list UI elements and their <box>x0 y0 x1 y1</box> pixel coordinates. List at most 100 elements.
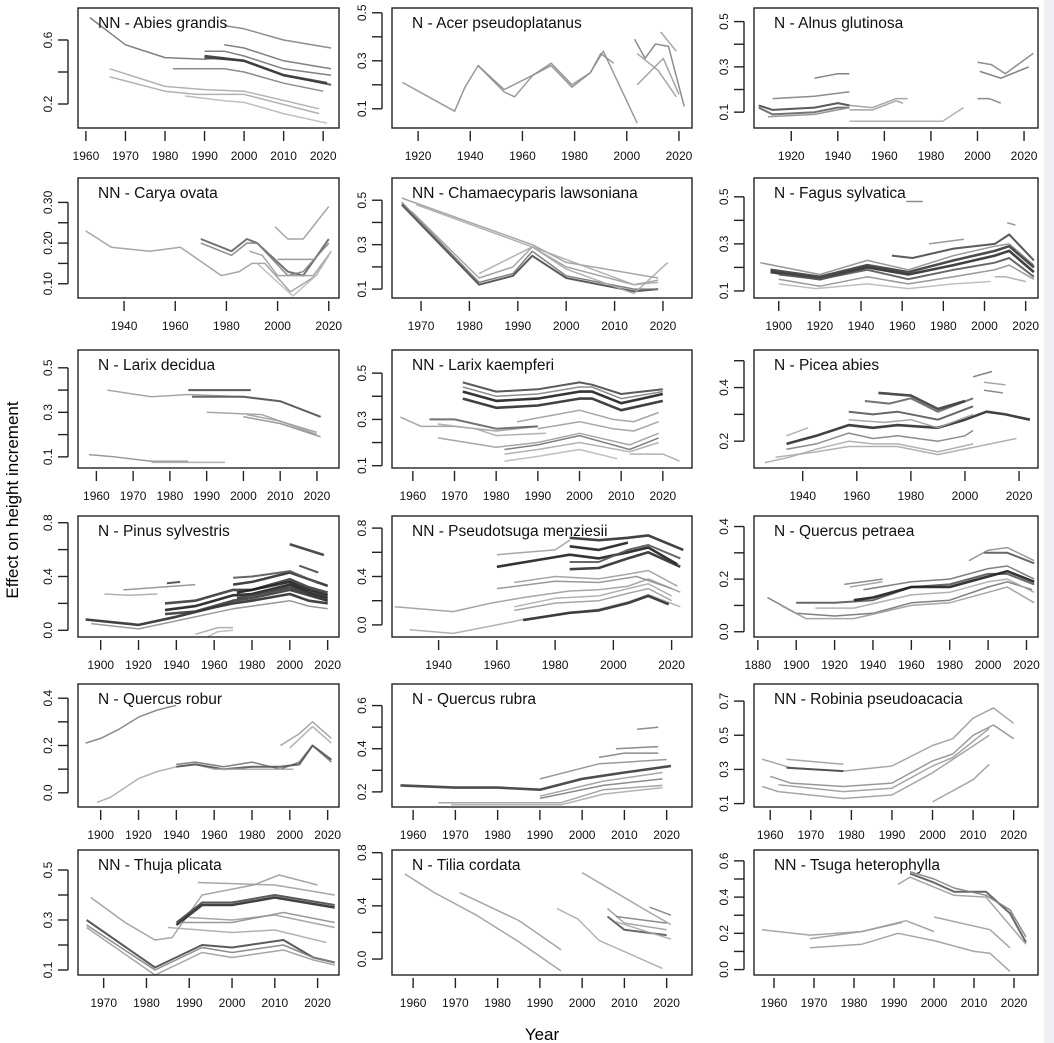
series-line <box>848 413 974 429</box>
y-tick-label: 0.4 <box>717 518 731 535</box>
x-tick-label: 2000 <box>919 828 946 842</box>
series-line <box>514 583 672 608</box>
x-tick-label: 1970 <box>408 319 435 333</box>
x-tick-label: 1980 <box>918 149 945 163</box>
x-tick-label: 2010 <box>261 996 288 1010</box>
x-tick-label: 1900 <box>765 319 792 333</box>
series-line <box>180 911 335 924</box>
x-tick-label: 1920 <box>405 149 432 163</box>
plot-frame <box>753 177 1039 299</box>
series-line <box>983 389 1003 394</box>
y-tick-label: 0.8 <box>355 844 369 861</box>
x-tick-label: 1980 <box>841 996 868 1010</box>
series-group <box>394 534 684 635</box>
x-tick-label: 1980 <box>152 149 179 163</box>
y-tick-label: 0.3 <box>41 911 55 928</box>
series-line <box>983 381 1006 386</box>
series-line <box>438 784 663 804</box>
panel: 1920 1940 1960 1980 2000 2020 0.1 0.3 0.5 N - Aln… <box>717 7 1039 163</box>
series-line <box>85 230 330 293</box>
series-line <box>172 68 324 92</box>
series-group <box>85 542 329 637</box>
series-line <box>176 744 333 771</box>
series-line <box>496 575 672 590</box>
panel: 1940 1960 1980 2000 2020 0.0 0.4 0.8 NN - Pseudo… <box>355 515 693 672</box>
series-line <box>462 381 663 395</box>
series-line <box>814 72 850 79</box>
series-line <box>764 440 974 464</box>
y-tick-label: 0.3 <box>355 411 369 428</box>
series-line <box>451 786 663 806</box>
x-tick-label: 1990 <box>879 828 906 842</box>
panel: 1960 1970 1980 1990 2000 2010 2020 0.0 0.2 0.4 0.6… <box>717 849 1039 1010</box>
series-line <box>400 204 659 293</box>
series-line <box>636 53 677 98</box>
panel-title: N - Quercus rubra <box>412 691 536 708</box>
series-line <box>809 932 1011 972</box>
x-tick-label: 2020 <box>649 489 676 503</box>
series-line <box>849 97 908 109</box>
series-line <box>249 250 332 277</box>
series-line <box>649 906 672 916</box>
series-line <box>539 771 663 797</box>
x-tick-label: 2010 <box>601 319 628 333</box>
series-line <box>459 891 562 951</box>
series-line <box>88 453 189 463</box>
plot-frame <box>753 349 1039 469</box>
series-line <box>289 725 332 749</box>
x-tick-label: 1960 <box>73 149 100 163</box>
y-tick-label: 0.2 <box>717 433 731 450</box>
x-tick-label: 2020 <box>666 149 693 163</box>
series-line <box>760 243 1035 276</box>
x-tick-label: 1960 <box>757 828 784 842</box>
series-line <box>977 52 1034 75</box>
series-line <box>786 758 844 766</box>
series-line <box>778 264 1035 287</box>
panel-title: NN - Tsuga heterophylla <box>774 857 940 874</box>
series-line <box>772 91 850 100</box>
series-line <box>516 409 659 423</box>
panel-title: NN - Chamaecyparis lawsoniana <box>412 185 638 202</box>
x-tick-label: 2010 <box>611 828 638 842</box>
panel-title: NN - Robinia pseudoacacia <box>774 691 963 708</box>
x-tick-label: 1920 <box>125 658 152 672</box>
x-tick-label: 1940 <box>163 828 190 842</box>
plot-frame <box>391 515 693 638</box>
x-tick-label: 1960 <box>843 489 870 503</box>
x-tick-label: 1980 <box>561 149 588 163</box>
x-tick-label: 1990 <box>527 828 554 842</box>
x-tick-label: 2020 <box>304 996 331 1010</box>
x-tick-label: 1980 <box>213 319 240 333</box>
panel-title: N - Alnus glutinosa <box>774 15 904 32</box>
panel-title: NN - Carya ovata <box>98 185 218 202</box>
series-line <box>633 38 685 107</box>
series-line <box>477 50 638 124</box>
series-line <box>496 539 571 556</box>
series-line <box>514 587 672 612</box>
series-line <box>786 766 844 773</box>
panel: 1900 1920 1940 1960 1980 2000 2020 0.0 0.4 0.8 N -… <box>41 514 341 672</box>
x-tick-label: 1980 <box>133 996 160 1010</box>
series-line <box>85 704 177 744</box>
series-group <box>402 31 685 124</box>
x-tick-label: 2000 <box>975 658 1002 672</box>
series-line <box>109 68 320 110</box>
series-line <box>200 242 330 277</box>
x-tick-label: 2020 <box>315 319 342 333</box>
panel: 1960 1970 1980 1990 2000 2010 2020 0.0 0.4 0.8 N -… <box>355 844 693 1010</box>
x-tick-label: 1990 <box>176 996 203 1010</box>
series-line <box>778 280 991 290</box>
x-tick-label: 1900 <box>783 658 810 672</box>
y-tick-label: 0.4 <box>41 690 55 707</box>
x-tick-label: 1960 <box>761 996 788 1010</box>
x-tick-label: 1960 <box>201 658 228 672</box>
x-tick-label: 1970 <box>90 996 117 1010</box>
series-group <box>400 726 672 806</box>
series-line <box>204 50 332 76</box>
y-tick-label: 0.1 <box>717 795 731 812</box>
x-tick-label: 1990 <box>193 489 220 503</box>
x-tick-label: 2020 <box>1011 149 1038 163</box>
y-tick-label: 0.5 <box>717 727 731 744</box>
series-line <box>462 390 664 405</box>
panel: 1900 1920 1940 1960 1980 2000 2020 0.1 0.3 0.5 N -… <box>717 177 1039 333</box>
